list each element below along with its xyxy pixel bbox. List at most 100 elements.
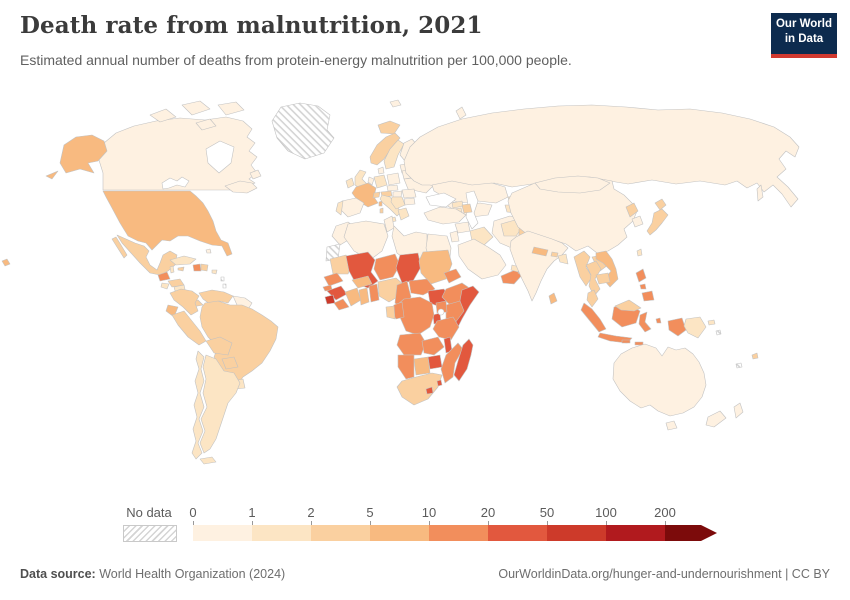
legend-bin-1-2[interactable] (252, 525, 311, 541)
country-tierra-del-fuego[interactable] (199, 456, 217, 465)
country-bangladesh[interactable] (557, 253, 569, 265)
country-romania[interactable] (401, 188, 417, 199)
country-canada-arctic-2[interactable] (181, 100, 211, 116)
country-south-korea[interactable] (631, 215, 644, 228)
country-usa-hawaii[interactable] (1, 258, 11, 267)
country-brazil[interactable] (199, 300, 279, 392)
country-greenland[interactable] (271, 102, 335, 160)
country-paraguay[interactable] (221, 356, 239, 370)
country-mozambique[interactable] (440, 342, 464, 384)
country-pacific-2[interactable] (715, 329, 722, 336)
country-bahamas[interactable] (205, 248, 212, 254)
country-niger[interactable] (373, 253, 401, 281)
country-spain[interactable] (339, 197, 365, 218)
country-ghana[interactable] (358, 287, 370, 306)
country-lesotho[interactable] (425, 386, 434, 395)
country-usa-alaska[interactable] (59, 134, 108, 174)
country-germany[interactable] (373, 174, 388, 189)
country-jordan[interactable] (449, 230, 460, 243)
country-switzerland[interactable] (372, 191, 381, 199)
country-sardinia[interactable] (379, 207, 384, 214)
country-papua-new-guinea[interactable] (683, 316, 707, 339)
country-indonesia-sulawesi[interactable] (638, 311, 652, 333)
legend-bin-200+[interactable] (665, 525, 717, 541)
country-ivory-coast[interactable] (344, 287, 362, 307)
country-madagascar[interactable] (453, 338, 474, 382)
country-zimbabwe[interactable] (427, 354, 443, 370)
country-tanzania[interactable] (432, 316, 460, 341)
country-bolivia[interactable] (205, 336, 233, 356)
country-czech-slovakia[interactable] (386, 184, 399, 192)
country-thailand[interactable] (585, 260, 602, 297)
country-lesser-antilles-2[interactable] (222, 283, 227, 289)
country-haiti[interactable] (192, 263, 202, 272)
country-usa[interactable] (102, 190, 233, 257)
country-saudi-arabia[interactable] (457, 238, 507, 280)
country-argentina[interactable] (199, 354, 241, 454)
country-eswatini[interactable] (436, 379, 443, 387)
country-el-salvador[interactable] (160, 282, 170, 290)
country-svalbard[interactable] (389, 99, 402, 108)
country-liberia[interactable] (333, 298, 350, 311)
country-mali[interactable] (345, 251, 379, 289)
country-portugal[interactable] (335, 200, 344, 216)
country-chile[interactable] (191, 350, 205, 460)
country-turkey[interactable] (423, 206, 467, 225)
country-south-africa[interactable] (396, 372, 443, 406)
legend-bin-5-10[interactable] (370, 525, 429, 541)
legend-no-data-swatch[interactable] (123, 525, 177, 542)
country-melanesia[interactable] (751, 352, 759, 360)
country-botswana[interactable] (413, 356, 431, 376)
country-dominican-republic[interactable] (200, 263, 209, 272)
country-sri-lanka[interactable] (548, 292, 558, 305)
country-india[interactable] (509, 230, 569, 302)
legend-bin-50-100[interactable] (547, 525, 606, 541)
country-cuba[interactable] (169, 255, 197, 266)
legend-bin-100-200[interactable] (606, 525, 665, 541)
country-nepal[interactable] (531, 246, 549, 257)
country-mexico-baja[interactable] (111, 236, 128, 259)
country-senegal[interactable] (323, 272, 344, 287)
country-yemen[interactable] (500, 269, 524, 285)
country-mongolia[interactable] (534, 175, 611, 194)
owid-logo[interactable]: Our World in Data (771, 13, 837, 58)
country-algeria[interactable] (343, 220, 389, 261)
country-north-korea[interactable] (625, 202, 639, 218)
country-usa-aleutians[interactable] (45, 170, 59, 180)
country-indonesia-papua[interactable] (667, 317, 687, 337)
country-namibia[interactable] (397, 354, 415, 380)
country-mexico[interactable] (116, 234, 178, 276)
country-chad[interactable] (395, 252, 422, 284)
country-philippines-visayas[interactable] (639, 283, 647, 290)
country-new-zealand-south[interactable] (705, 410, 727, 428)
country-canada-arctic-4[interactable] (195, 118, 217, 131)
country-eritrea[interactable] (443, 268, 462, 284)
country-indonesia-sunda-1[interactable] (621, 339, 631, 344)
country-burkina-faso[interactable] (351, 275, 373, 289)
country-hungary[interactable] (392, 190, 403, 198)
country-japan-hokkaido[interactable] (654, 198, 667, 211)
country-russia-novaya-zemlya[interactable] (455, 106, 467, 120)
country-iceland[interactable] (377, 120, 401, 135)
country-gabon[interactable] (385, 305, 396, 320)
country-philippines-luzon[interactable] (635, 268, 647, 283)
country-australia[interactable] (612, 343, 707, 417)
country-balkans[interactable] (390, 196, 406, 210)
country-malaysia-borneo[interactable] (614, 299, 642, 312)
country-belize[interactable] (169, 265, 175, 274)
country-indonesia-sunda-2[interactable] (634, 341, 644, 346)
country-puerto-rico[interactable] (211, 269, 218, 275)
country-angola[interactable] (396, 332, 427, 356)
country-ireland[interactable] (345, 177, 355, 189)
country-canada[interactable] (97, 116, 258, 191)
legend-bin-0-1[interactable] (193, 525, 252, 541)
country-greece[interactable] (397, 207, 410, 221)
country-bhutan[interactable] (550, 251, 559, 258)
country-colombia[interactable] (169, 288, 200, 316)
country-indonesia-moluccas[interactable] (655, 317, 662, 324)
country-cambodia[interactable] (595, 272, 611, 285)
country-indonesia-sumatra[interactable] (580, 302, 607, 333)
country-vietnam[interactable] (595, 250, 619, 288)
country-russia-sakhalin[interactable] (756, 184, 764, 202)
country-togo-benin[interactable] (368, 283, 380, 303)
